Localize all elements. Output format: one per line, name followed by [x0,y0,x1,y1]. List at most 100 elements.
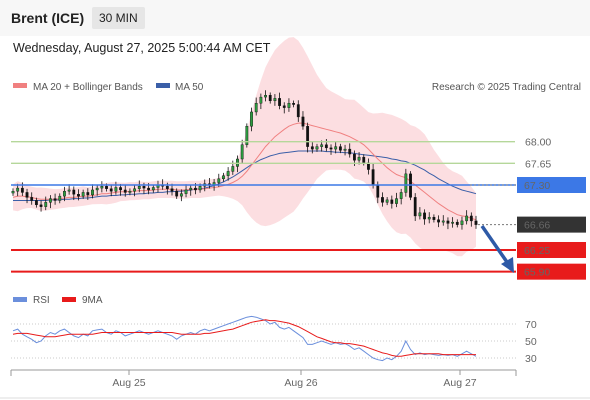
candle [184,184,188,198]
level-label-68.00: 68.00 [525,137,551,149]
candle [338,143,342,154]
candle-body [72,189,76,195]
candle [128,188,132,196]
candle [348,143,352,158]
level-label-66.66: 66.66 [524,220,550,232]
candle [63,186,66,202]
candle [292,100,296,108]
candle-body [320,144,324,147]
forecast-arrow [480,225,514,273]
candle-body [451,221,455,224]
datetime-stamp: Wednesday, August 27, 2025 5:00:44 AM CE… [13,41,271,55]
candle-body [432,216,436,220]
candle [418,207,422,220]
candle [395,192,398,208]
candle [133,184,136,197]
candle-body [423,212,426,220]
candle [30,192,34,205]
candle-body [91,189,94,196]
candle-body [20,187,24,193]
candle-body [357,156,361,161]
bollinger-band [13,37,476,257]
candle-body [231,166,235,172]
candle-body [455,221,459,225]
rsi-tick-70: 70 [525,319,537,331]
candle [413,193,417,221]
candle-body [310,146,314,150]
candle [441,215,445,226]
candle-body [395,198,398,204]
candle-body [179,193,183,197]
candle-body [34,200,38,206]
candle [329,144,333,155]
candle [100,181,104,193]
candle-body [105,186,108,189]
candle [91,184,94,199]
time-tick-label-0: Aug 25 [112,377,145,389]
chart-header: Brent (ICE) 30 MIN [0,0,590,36]
ma50-legend-label: MA 50 [175,82,204,93]
candle [123,184,127,197]
candle-body [404,173,408,193]
candle [268,92,272,104]
candle [423,209,426,225]
rsi-plot: 70 50 30 [11,315,537,365]
level-label-67.65: 67.65 [525,158,551,170]
candle [343,144,347,156]
candle-body [49,198,52,203]
candle-body [301,116,305,127]
candle-body [348,148,352,155]
candle [189,184,193,196]
candle [264,90,267,102]
price-levels: 68.00 67.65 67.30 66.66 66.25 65.90 [11,137,586,280]
candle [334,141,338,154]
candle [72,186,76,201]
candle [301,111,305,130]
candle-body [381,197,384,203]
candle-body [441,220,445,223]
candle-body [278,98,281,106]
instrument-title: Brent (ICE) [11,10,85,26]
candle-body [334,146,338,150]
candle-body [128,190,132,193]
candle [34,197,38,208]
candle [474,215,478,229]
candle-body [170,188,174,192]
candle [119,183,122,196]
candle-body [273,98,277,102]
price-plot [11,37,478,257]
candle-body [446,220,450,224]
candle-body [362,156,366,163]
candle [273,94,277,106]
candle [385,197,389,206]
credit-text: Research © 2025 Trading Central [432,82,581,93]
ma50-line [13,150,477,201]
candle [278,92,281,110]
candle-body [67,189,71,192]
candle [114,181,118,195]
candle-body [324,144,328,149]
candle-body [11,190,15,194]
candle [315,143,319,152]
candle [465,210,469,225]
candle-body [30,197,34,201]
candle-body [189,187,193,191]
candle-body [282,105,286,108]
level-label-65.90: 65.90 [524,267,550,279]
timeframe-badge[interactable]: 30 MIN [92,7,145,29]
candle [254,97,258,116]
ma9-legend-swatch [62,297,76,302]
candle [44,196,48,211]
level-box-65.90 [517,263,586,280]
candle [240,139,244,164]
candle [95,184,99,196]
candle-body [77,194,80,197]
ma50-legend-swatch [156,83,170,88]
candle [446,217,450,230]
candle-body [133,188,136,192]
candle-body [240,144,244,160]
candle-body [81,192,85,197]
candle [381,192,384,207]
candle-body [100,186,104,189]
candle-body [474,220,478,225]
